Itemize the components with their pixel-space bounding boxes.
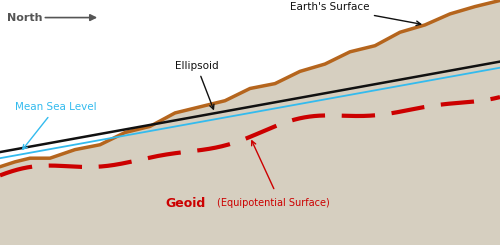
Text: Mean Sea Level: Mean Sea Level <box>15 102 96 149</box>
Text: North: North <box>8 12 43 23</box>
Text: Ellipsoid: Ellipsoid <box>175 61 218 109</box>
Text: (Equipotential Surface): (Equipotential Surface) <box>218 198 330 208</box>
Text: Geoid: Geoid <box>165 197 205 210</box>
Text: Earth's Surface: Earth's Surface <box>290 2 420 25</box>
